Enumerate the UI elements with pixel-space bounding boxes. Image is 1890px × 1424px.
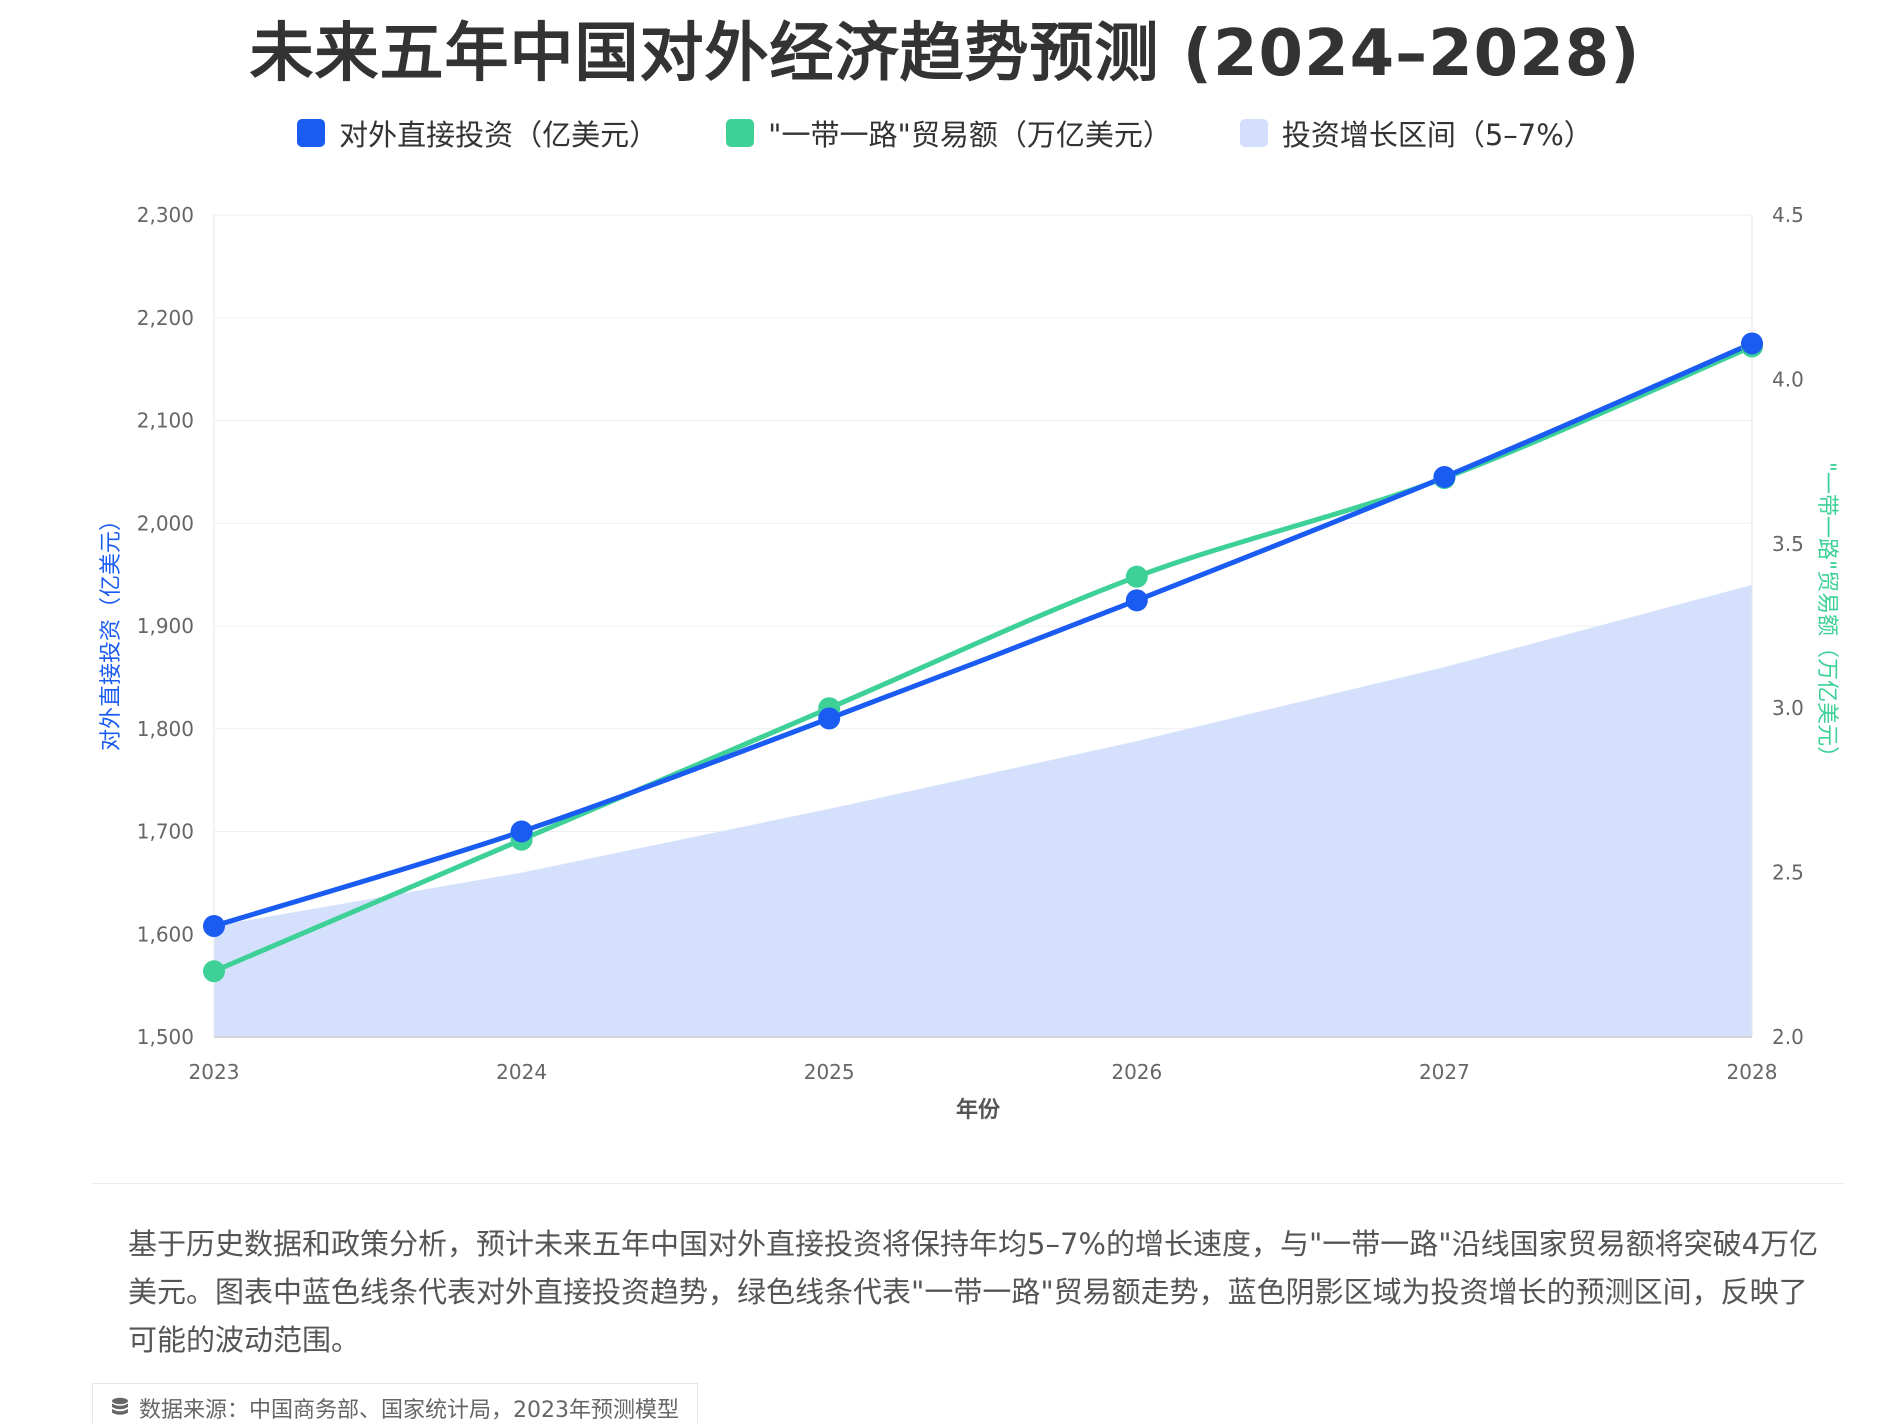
- x-tick-label: 2024: [496, 1060, 547, 1084]
- line-chart: 1,500 1,600 1,700 1,800 1,900 2,000 2,100 2,200…: [0, 0, 1890, 1180]
- investment-point: [1126, 589, 1148, 611]
- y-left-tick-label: 1,900: [137, 614, 194, 638]
- range-area: [214, 585, 1752, 1037]
- trade-point: [1126, 566, 1148, 588]
- x-tick-label: 2023: [189, 1060, 240, 1084]
- y-axis-left-title: 对外直接投资（亿美元）: [99, 509, 124, 751]
- y-left-tick-label: 1,800: [137, 717, 194, 741]
- investment-point: [818, 707, 840, 729]
- investment-point: [203, 915, 225, 937]
- y-right-tick-label: 3.5: [1772, 532, 1804, 556]
- y-right-tick-label: 2.0: [1772, 1025, 1804, 1049]
- x-axis-title: 年份: [956, 1097, 1001, 1123]
- divider: [92, 1183, 1844, 1184]
- y-left-tick-label: 2,200: [137, 306, 194, 330]
- chart-description: 基于历史数据和政策分析，预计未来五年中国对外直接投资将保持年均5–7%的增长速度…: [128, 1220, 1828, 1364]
- database-icon: [111, 1397, 129, 1419]
- x-tick-label: 2028: [1727, 1060, 1778, 1084]
- trade-point: [203, 960, 225, 982]
- y-left-tick-label: 2,300: [137, 203, 194, 227]
- investment-point: [1433, 466, 1455, 488]
- investment-point: [511, 821, 533, 843]
- y-left-tick-label: 2,000: [137, 511, 194, 535]
- y-left-tick-label: 2,100: [137, 409, 194, 433]
- x-tick-label: 2027: [1419, 1060, 1470, 1084]
- y-right-tick-label: 2.5: [1772, 861, 1804, 885]
- y-axis-right-title: "一带一路"贸易额（万亿美元）: [1814, 462, 1839, 768]
- y-left-tick-label: 1,500: [137, 1025, 194, 1049]
- range-area-fill: [214, 585, 1752, 1037]
- x-tick-label: 2025: [804, 1060, 855, 1084]
- y-left-tick-label: 1,700: [137, 820, 194, 844]
- y-right-tick-label: 4.5: [1772, 203, 1804, 227]
- y-left-tick-label: 1,600: [137, 922, 194, 946]
- data-source: 数据来源：中国商务部、国家统计局，2023年预测模型: [92, 1383, 698, 1423]
- investment-point: [1741, 332, 1763, 354]
- x-tick-label: 2026: [1111, 1060, 1162, 1084]
- y-right-tick-label: 3.0: [1772, 696, 1804, 720]
- y-right-tick-label: 4.0: [1772, 367, 1804, 391]
- data-source-text: 数据来源：中国商务部、国家统计局，2023年预测模型: [139, 1392, 679, 1424]
